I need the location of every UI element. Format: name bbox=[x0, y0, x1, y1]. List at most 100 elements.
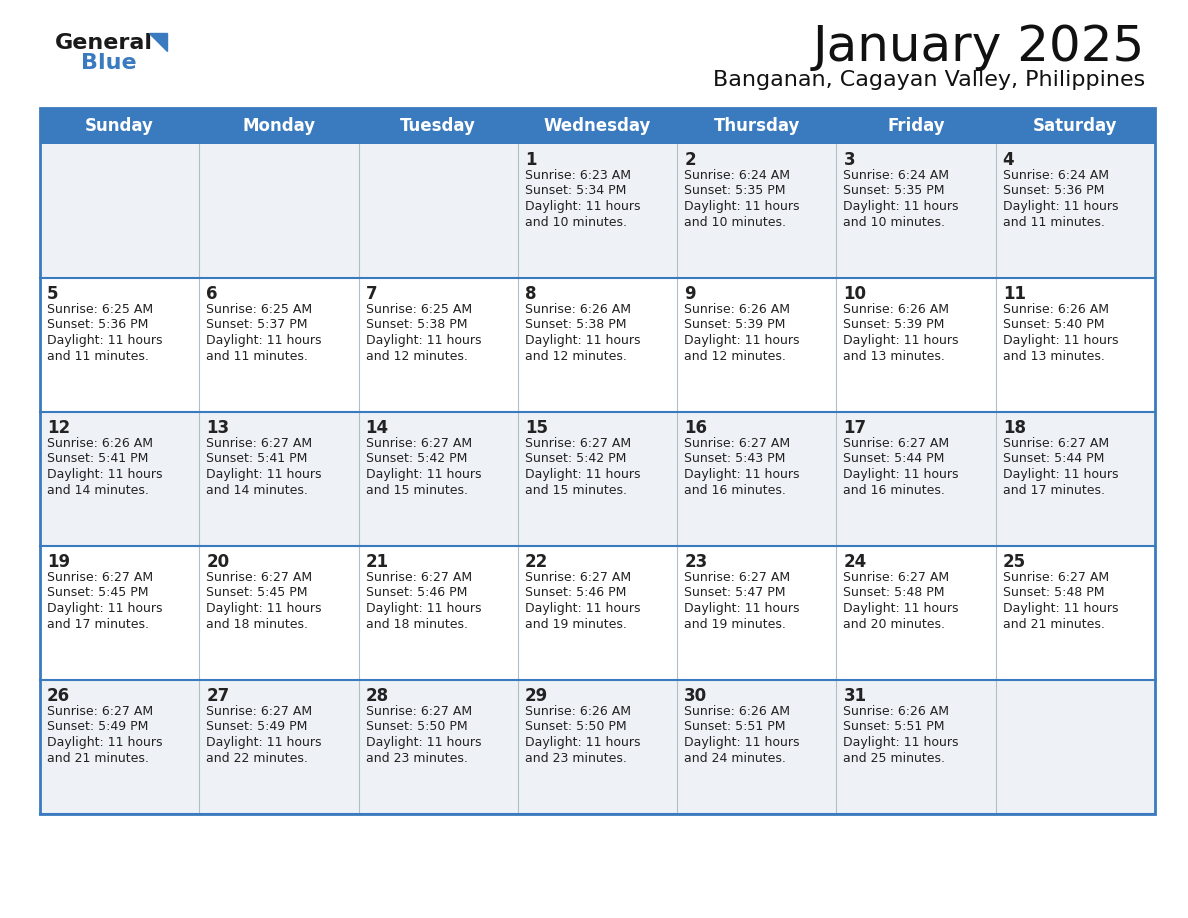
Text: Sunset: 5:42 PM: Sunset: 5:42 PM bbox=[525, 453, 626, 465]
Text: and 23 minutes.: and 23 minutes. bbox=[366, 752, 467, 765]
Text: Sunset: 5:45 PM: Sunset: 5:45 PM bbox=[48, 587, 148, 599]
Text: and 18 minutes.: and 18 minutes. bbox=[207, 618, 308, 631]
Text: and 21 minutes.: and 21 minutes. bbox=[1003, 618, 1105, 631]
Text: Daylight: 11 hours: Daylight: 11 hours bbox=[843, 468, 959, 481]
Text: Sunrise: 6:27 AM: Sunrise: 6:27 AM bbox=[366, 705, 472, 718]
Text: and 15 minutes.: and 15 minutes. bbox=[525, 484, 627, 497]
Text: Sunrise: 6:27 AM: Sunrise: 6:27 AM bbox=[1003, 571, 1108, 584]
Text: Daylight: 11 hours: Daylight: 11 hours bbox=[525, 200, 640, 213]
Text: and 21 minutes.: and 21 minutes. bbox=[48, 752, 148, 765]
Text: Sunrise: 6:25 AM: Sunrise: 6:25 AM bbox=[48, 303, 153, 316]
Text: Sunset: 5:46 PM: Sunset: 5:46 PM bbox=[525, 587, 626, 599]
Text: and 22 minutes.: and 22 minutes. bbox=[207, 752, 308, 765]
Text: Daylight: 11 hours: Daylight: 11 hours bbox=[843, 736, 959, 749]
Text: and 15 minutes.: and 15 minutes. bbox=[366, 484, 468, 497]
Text: Daylight: 11 hours: Daylight: 11 hours bbox=[366, 334, 481, 347]
Text: 8: 8 bbox=[525, 285, 536, 303]
Text: 25: 25 bbox=[1003, 553, 1026, 571]
Text: Sunset: 5:34 PM: Sunset: 5:34 PM bbox=[525, 185, 626, 197]
Text: Daylight: 11 hours: Daylight: 11 hours bbox=[1003, 468, 1118, 481]
Text: and 12 minutes.: and 12 minutes. bbox=[684, 350, 786, 363]
Text: Sunday: Sunday bbox=[86, 117, 154, 135]
Text: Sunset: 5:42 PM: Sunset: 5:42 PM bbox=[366, 453, 467, 465]
Text: 3: 3 bbox=[843, 151, 855, 169]
Text: 18: 18 bbox=[1003, 419, 1025, 437]
Text: Wednesday: Wednesday bbox=[544, 117, 651, 135]
Text: Daylight: 11 hours: Daylight: 11 hours bbox=[843, 334, 959, 347]
Text: January 2025: January 2025 bbox=[813, 23, 1145, 71]
Text: and 24 minutes.: and 24 minutes. bbox=[684, 752, 786, 765]
Text: Daylight: 11 hours: Daylight: 11 hours bbox=[525, 736, 640, 749]
Text: 12: 12 bbox=[48, 419, 70, 437]
Text: Sunrise: 6:27 AM: Sunrise: 6:27 AM bbox=[366, 571, 472, 584]
Text: Sunset: 5:39 PM: Sunset: 5:39 PM bbox=[843, 319, 944, 331]
Text: Sunrise: 6:27 AM: Sunrise: 6:27 AM bbox=[207, 571, 312, 584]
Text: Sunrise: 6:27 AM: Sunrise: 6:27 AM bbox=[1003, 437, 1108, 450]
Text: 13: 13 bbox=[207, 419, 229, 437]
Text: and 20 minutes.: and 20 minutes. bbox=[843, 618, 946, 631]
Text: Sunset: 5:51 PM: Sunset: 5:51 PM bbox=[843, 721, 944, 733]
Text: Sunset: 5:41 PM: Sunset: 5:41 PM bbox=[48, 453, 148, 465]
Text: Sunrise: 6:24 AM: Sunrise: 6:24 AM bbox=[1003, 169, 1108, 182]
Text: 4: 4 bbox=[1003, 151, 1015, 169]
Text: Sunset: 5:35 PM: Sunset: 5:35 PM bbox=[684, 185, 785, 197]
Text: Sunrise: 6:26 AM: Sunrise: 6:26 AM bbox=[843, 303, 949, 316]
Text: Sunrise: 6:27 AM: Sunrise: 6:27 AM bbox=[843, 571, 949, 584]
Text: Sunrise: 6:26 AM: Sunrise: 6:26 AM bbox=[684, 303, 790, 316]
Text: and 10 minutes.: and 10 minutes. bbox=[525, 216, 627, 229]
Text: 1: 1 bbox=[525, 151, 536, 169]
Text: Daylight: 11 hours: Daylight: 11 hours bbox=[48, 602, 163, 615]
Text: 27: 27 bbox=[207, 687, 229, 705]
Bar bbox=[40, 680, 1155, 814]
Text: 2: 2 bbox=[684, 151, 696, 169]
Bar bbox=[40, 546, 1155, 680]
Text: Sunrise: 6:26 AM: Sunrise: 6:26 AM bbox=[843, 705, 949, 718]
Bar bbox=[40, 144, 1155, 278]
Text: Sunset: 5:45 PM: Sunset: 5:45 PM bbox=[207, 587, 308, 599]
Text: and 19 minutes.: and 19 minutes. bbox=[525, 618, 627, 631]
Text: Friday: Friday bbox=[887, 117, 944, 135]
Text: Monday: Monday bbox=[242, 117, 316, 135]
Polygon shape bbox=[148, 33, 168, 51]
Text: Sunset: 5:49 PM: Sunset: 5:49 PM bbox=[207, 721, 308, 733]
Text: Daylight: 11 hours: Daylight: 11 hours bbox=[684, 334, 800, 347]
Text: Sunrise: 6:24 AM: Sunrise: 6:24 AM bbox=[843, 169, 949, 182]
Bar bbox=[40, 108, 1155, 144]
Text: and 11 minutes.: and 11 minutes. bbox=[48, 350, 148, 363]
Text: Thursday: Thursday bbox=[714, 117, 800, 135]
Text: 20: 20 bbox=[207, 553, 229, 571]
Text: Daylight: 11 hours: Daylight: 11 hours bbox=[684, 736, 800, 749]
Text: Sunset: 5:50 PM: Sunset: 5:50 PM bbox=[366, 721, 467, 733]
Text: Sunrise: 6:27 AM: Sunrise: 6:27 AM bbox=[525, 437, 631, 450]
Text: and 10 minutes.: and 10 minutes. bbox=[843, 216, 946, 229]
Text: 6: 6 bbox=[207, 285, 217, 303]
Text: Sunrise: 6:27 AM: Sunrise: 6:27 AM bbox=[843, 437, 949, 450]
Text: Sunrise: 6:27 AM: Sunrise: 6:27 AM bbox=[684, 571, 790, 584]
Text: Sunset: 5:43 PM: Sunset: 5:43 PM bbox=[684, 453, 785, 465]
Text: and 16 minutes.: and 16 minutes. bbox=[843, 484, 946, 497]
Text: Sunrise: 6:24 AM: Sunrise: 6:24 AM bbox=[684, 169, 790, 182]
Text: and 17 minutes.: and 17 minutes. bbox=[1003, 484, 1105, 497]
Text: Sunset: 5:51 PM: Sunset: 5:51 PM bbox=[684, 721, 785, 733]
Text: and 23 minutes.: and 23 minutes. bbox=[525, 752, 627, 765]
Text: 30: 30 bbox=[684, 687, 707, 705]
Text: Daylight: 11 hours: Daylight: 11 hours bbox=[525, 334, 640, 347]
Text: Daylight: 11 hours: Daylight: 11 hours bbox=[684, 468, 800, 481]
Text: 28: 28 bbox=[366, 687, 388, 705]
Text: Sunset: 5:44 PM: Sunset: 5:44 PM bbox=[1003, 453, 1104, 465]
Text: 15: 15 bbox=[525, 419, 548, 437]
Text: Sunrise: 6:25 AM: Sunrise: 6:25 AM bbox=[207, 303, 312, 316]
Text: Sunset: 5:40 PM: Sunset: 5:40 PM bbox=[1003, 319, 1104, 331]
Text: 29: 29 bbox=[525, 687, 548, 705]
Text: and 16 minutes.: and 16 minutes. bbox=[684, 484, 786, 497]
Text: and 19 minutes.: and 19 minutes. bbox=[684, 618, 786, 631]
Text: Sunrise: 6:27 AM: Sunrise: 6:27 AM bbox=[366, 437, 472, 450]
Text: Daylight: 11 hours: Daylight: 11 hours bbox=[525, 602, 640, 615]
Text: Sunset: 5:36 PM: Sunset: 5:36 PM bbox=[48, 319, 148, 331]
Text: and 13 minutes.: and 13 minutes. bbox=[1003, 350, 1105, 363]
Text: Daylight: 11 hours: Daylight: 11 hours bbox=[48, 736, 163, 749]
Text: 16: 16 bbox=[684, 419, 707, 437]
Bar bbox=[40, 278, 1155, 412]
Bar bbox=[40, 108, 1155, 814]
Text: 23: 23 bbox=[684, 553, 707, 571]
